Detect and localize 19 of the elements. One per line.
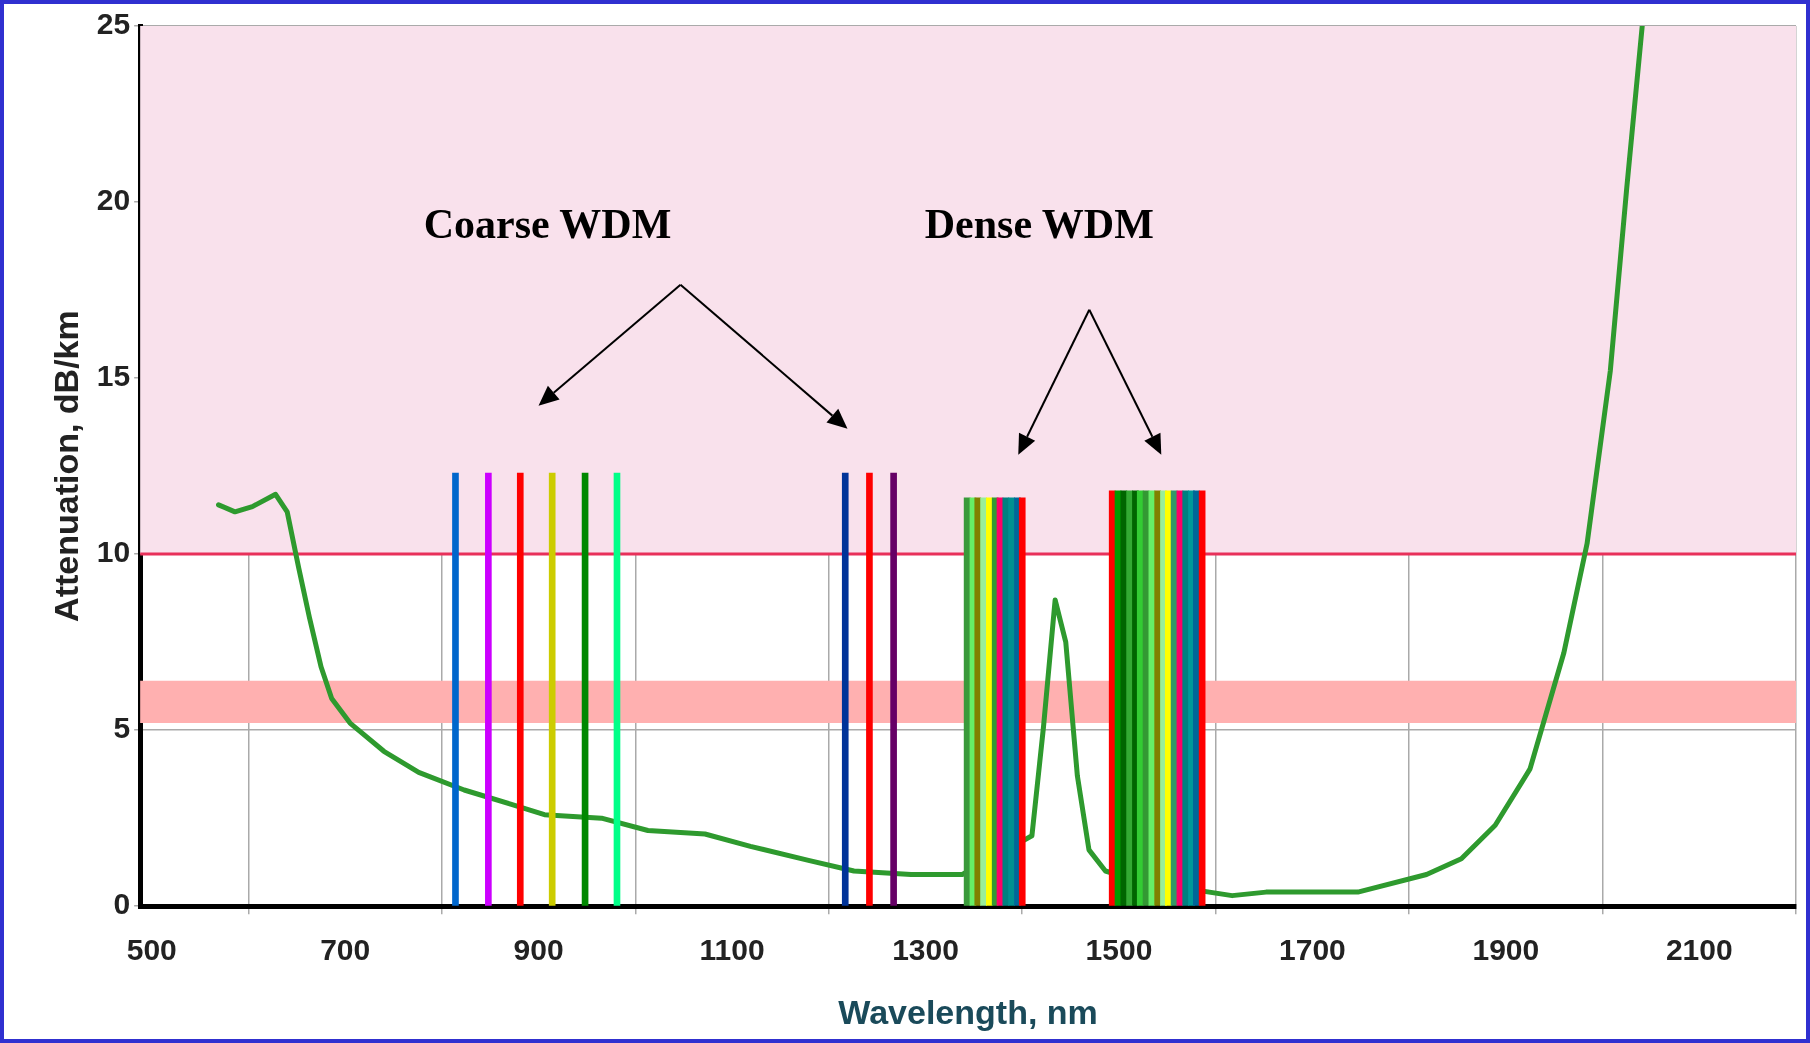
- x-tick-label: 900: [513, 933, 564, 967]
- annotation: Coarse WDM: [423, 200, 672, 247]
- x-tick-label: 1100: [699, 933, 765, 967]
- y-tick-label: 25: [96, 7, 131, 41]
- y-tick-label: 0: [113, 887, 131, 921]
- x-tick-label: 500: [126, 933, 177, 967]
- x-axis-title: Wavelength, nm: [838, 992, 1098, 1031]
- y-axis-title: Attenuation, dB/km: [46, 310, 85, 622]
- x-tick-label: 700: [320, 933, 371, 967]
- y-tick-label: 5: [113, 711, 131, 745]
- x-tick-label: 1500: [1085, 933, 1153, 967]
- y-tick-label: 15: [96, 359, 131, 393]
- y-tick-label: 10: [96, 535, 131, 569]
- annotation: Dense WDM: [924, 200, 1154, 247]
- x-tick-label: 1300: [892, 933, 959, 967]
- x-tick-label: 1700: [1279, 933, 1346, 967]
- y-tick-label: 20: [96, 183, 131, 217]
- x-tick-label: 1900: [1472, 933, 1540, 967]
- x-tick-label: 2100: [1665, 933, 1733, 967]
